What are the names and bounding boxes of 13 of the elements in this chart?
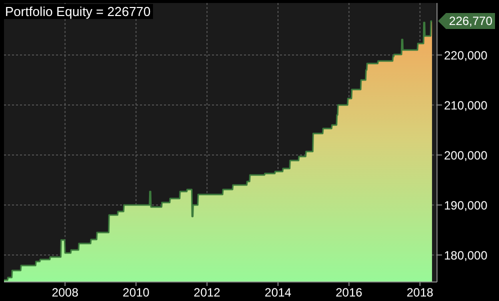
y-tick-label: 210,000	[444, 98, 488, 112]
x-tick-label: 2016	[336, 286, 363, 300]
y-tick-label: 190,000	[444, 198, 488, 212]
y-tick-label: 200,000	[444, 148, 488, 162]
x-tick-label: 2018	[406, 286, 434, 300]
y-tick-label: 220,000	[444, 48, 488, 62]
x-tick-label: 2012	[194, 286, 221, 300]
annotation: 226,770	[446, 13, 496, 30]
x-tick-label: 2014	[264, 286, 292, 300]
y-tick-label: 180,000	[444, 248, 488, 262]
x-tick-label: 2008	[52, 286, 79, 300]
x-tick-label: 2010	[122, 286, 150, 300]
chart-title: Portfolio Equity = 226770	[3, 4, 153, 19]
